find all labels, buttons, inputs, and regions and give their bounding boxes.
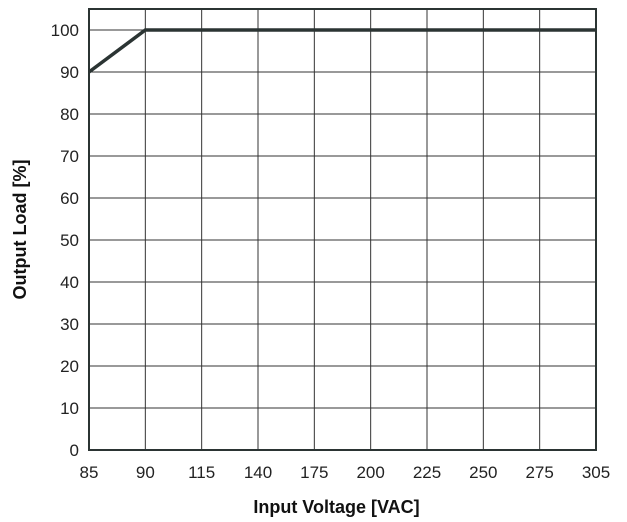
x-tick-label-225: 225 [413, 463, 441, 482]
grid-lines [89, 9, 596, 450]
y-tick-label-90: 90 [60, 63, 79, 82]
y-tick-label-60: 60 [60, 189, 79, 208]
y-tick-label-80: 80 [60, 105, 79, 124]
y-tick-label-20: 20 [60, 357, 79, 376]
y-tick-label-100: 100 [51, 21, 79, 40]
x-tick-label-200: 200 [356, 463, 384, 482]
y-tick-label-70: 70 [60, 147, 79, 166]
y-tick-label-0: 0 [70, 441, 79, 460]
plot-area-frame [88, 8, 597, 451]
x-tick-label-90: 90 [136, 463, 155, 482]
x-axis-ticks: 85 90 115 140 175 200 225 250 275 305 [80, 463, 611, 482]
y-tick-label-10: 10 [60, 399, 79, 418]
x-tick-label-175: 175 [300, 463, 328, 482]
y-tick-label-30: 30 [60, 315, 79, 334]
x-tick-label-115: 115 [188, 463, 215, 482]
x-tick-label-250: 250 [469, 463, 497, 482]
y-axis-ticks: 0 10 20 30 40 50 60 70 80 90 100 [51, 21, 79, 460]
x-tick-label-275: 275 [525, 463, 553, 482]
series-layer [87, 28, 596, 74]
y-tick-label-40: 40 [60, 273, 79, 292]
x-axis-title: Input Voltage [VAC] [253, 497, 419, 517]
series-line-0 [87, 28, 596, 74]
x-tick-label-85: 85 [80, 463, 99, 482]
x-tick-label-140: 140 [244, 463, 272, 482]
y-axis-title: Output Load [%] [10, 160, 30, 300]
y-tick-label-50: 50 [60, 231, 79, 250]
x-tick-label-305: 305 [582, 463, 610, 482]
